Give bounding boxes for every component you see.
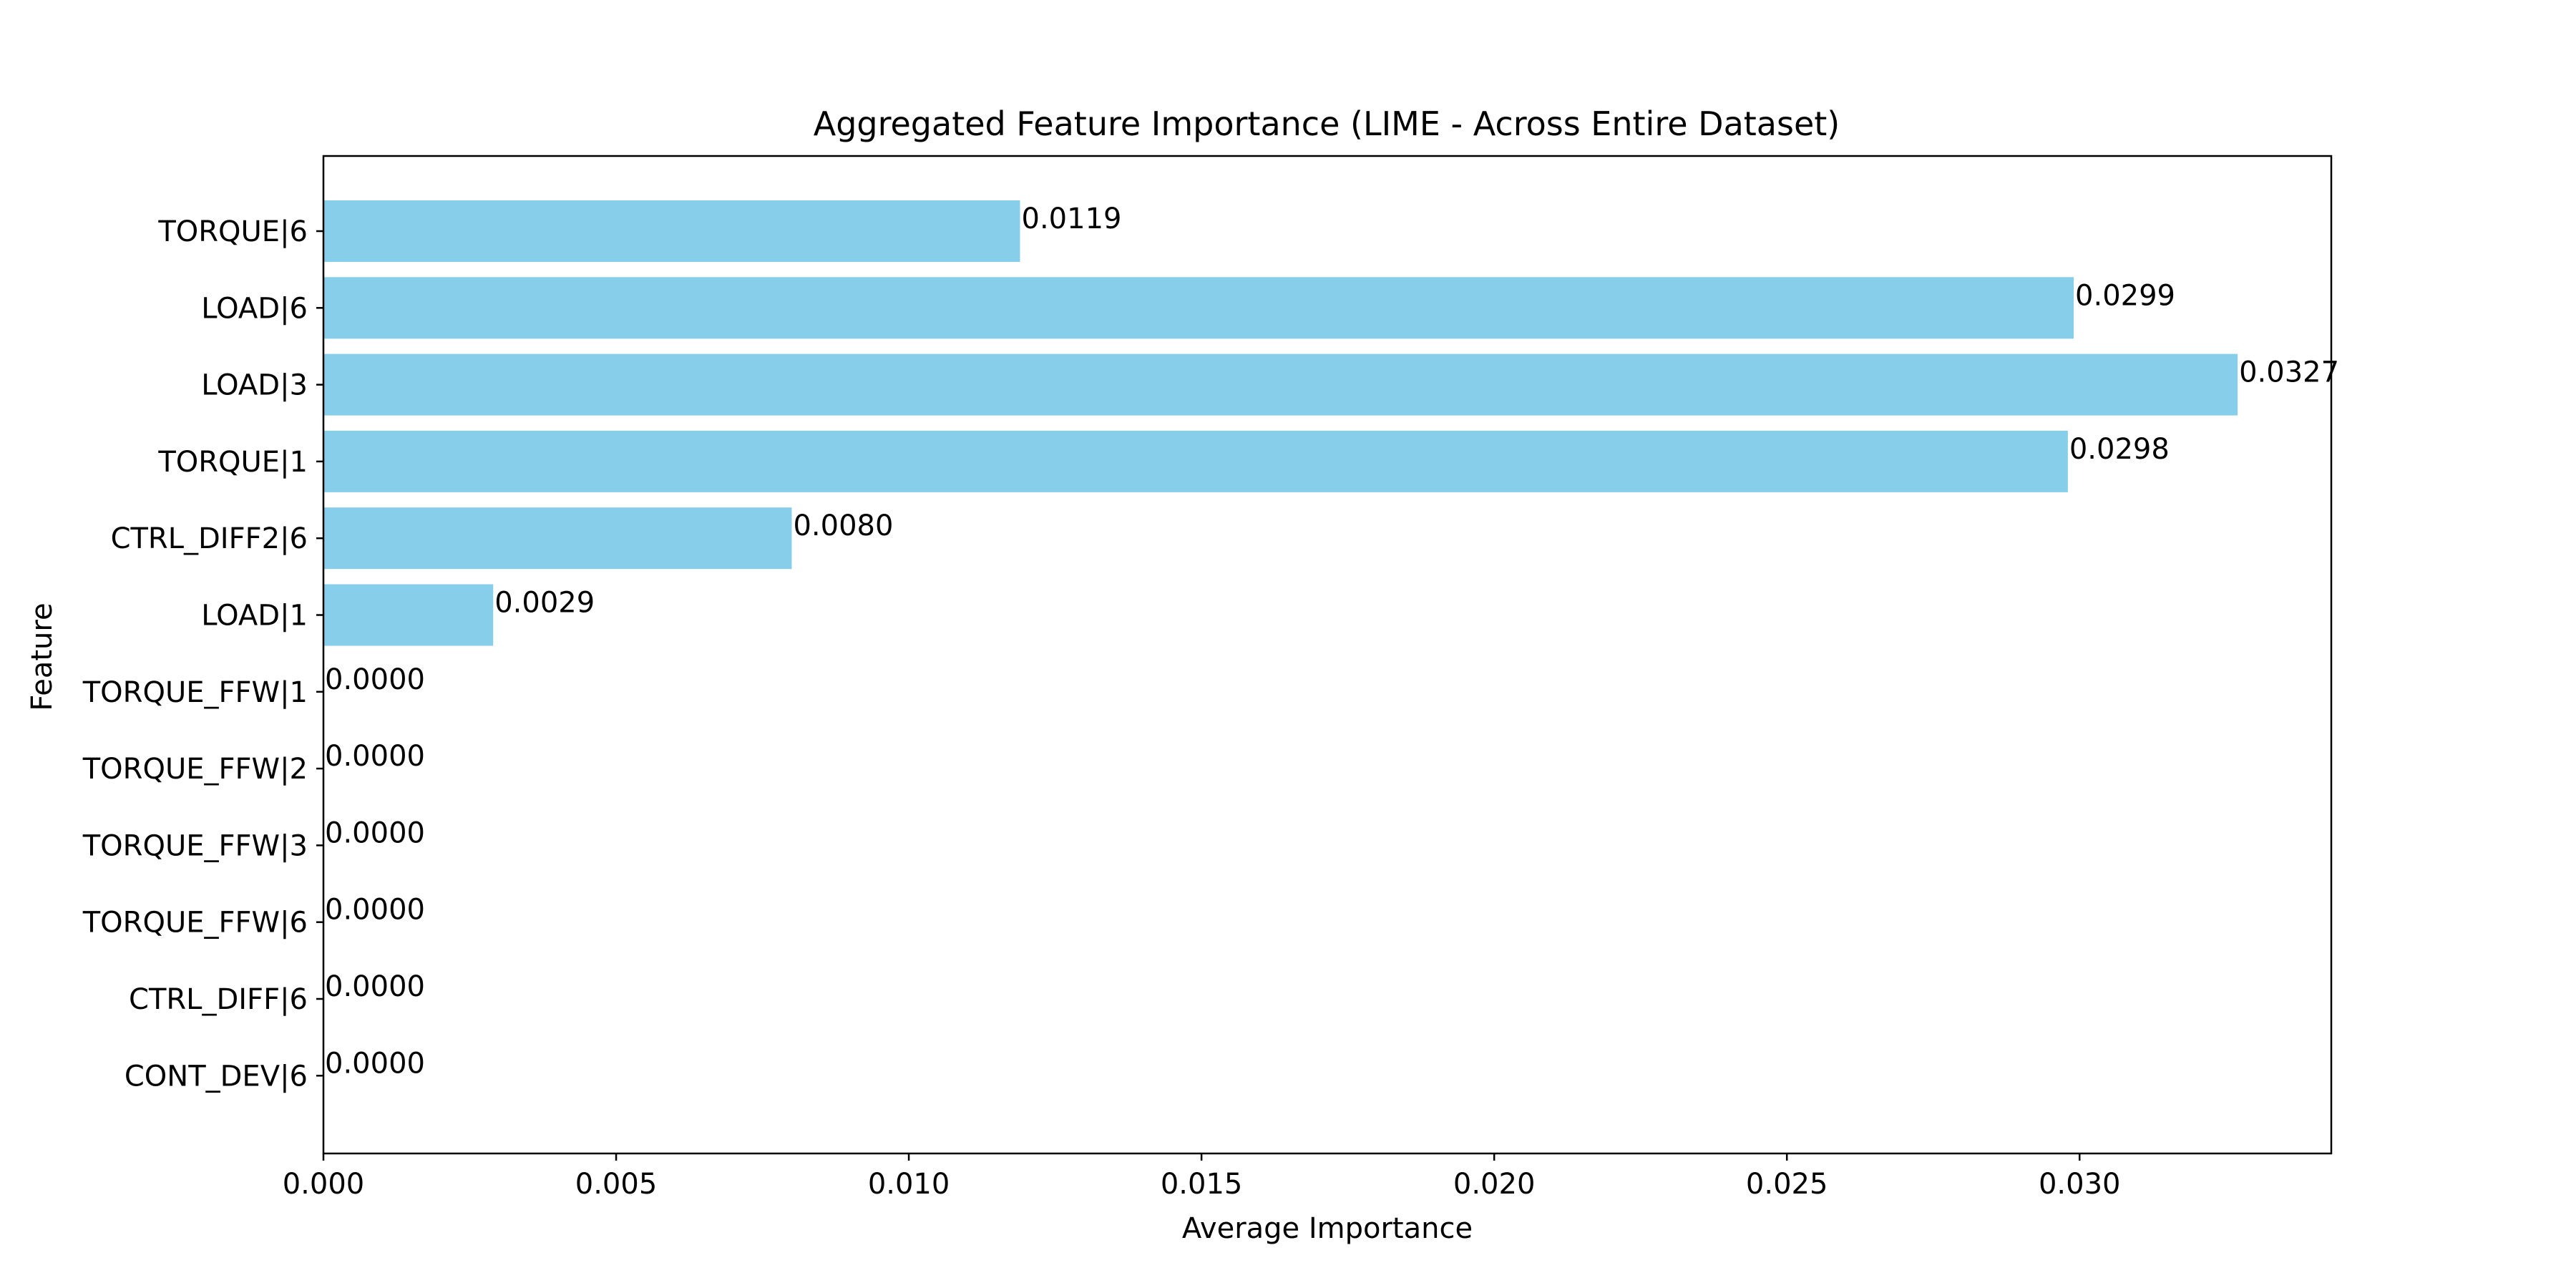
data-labels-layer: 0.0119 0.0299 0.0327 0.0298 0.0080 0.0029 0.00… <box>325 203 2339 1080</box>
y-tick-label: TORQUE_FFW|3 <box>82 829 308 862</box>
x-tick-label: 0.010 <box>868 1168 950 1201</box>
y-tick-label: CTRL_DIFF2|6 <box>111 522 308 555</box>
y-axis-ticks: TORQUE|6 LOAD|6 LOAD|3 TORQUE|1 CTRL_DIFF2|6… <box>82 215 323 1093</box>
bar-value-label: 0.0299 <box>2075 279 2175 312</box>
bar <box>323 353 2238 416</box>
x-tick-label: 0.030 <box>2039 1168 2121 1201</box>
x-tick-label: 0.020 <box>1453 1168 1536 1201</box>
y-tick-label: TORQUE|6 <box>157 215 308 248</box>
y-tick-label: CONT_DEV|6 <box>125 1060 308 1093</box>
y-axis-label: Feature <box>26 602 59 711</box>
chart-title: Aggregated Feature Importance (LIME - Ac… <box>814 104 1840 143</box>
bar-value-label: 0.0000 <box>325 663 425 696</box>
bar-value-label: 0.0000 <box>325 1047 425 1080</box>
x-axis-ticks: 0.000 0.005 0.010 0.015 0.020 0.025 0.030 <box>283 1153 2121 1201</box>
x-tick-label: 0.005 <box>575 1168 658 1201</box>
bar <box>323 430 2068 492</box>
x-tick-label: 0.025 <box>1746 1168 1828 1201</box>
bar-value-label: 0.0029 <box>494 587 595 620</box>
bar-value-label: 0.0000 <box>325 740 425 773</box>
y-tick-label: TORQUE_FFW|1 <box>82 676 308 709</box>
bar <box>323 200 1020 262</box>
y-tick-label: LOAD|6 <box>201 292 308 325</box>
bars-layer <box>323 200 2238 646</box>
bar-value-label: 0.0080 <box>793 509 893 542</box>
y-tick-label: TORQUE_FFW|2 <box>82 753 308 786</box>
bar-value-label: 0.0000 <box>325 970 425 1003</box>
y-tick-label: LOAD|3 <box>201 369 308 402</box>
x-tick-label: 0.000 <box>283 1168 365 1201</box>
bar-value-label: 0.0000 <box>325 816 425 849</box>
y-tick-label: TORQUE|1 <box>157 446 308 479</box>
bar <box>323 277 2074 339</box>
bar-value-label: 0.0298 <box>2069 433 2170 466</box>
y-tick-label: TORQUE_FFW|6 <box>82 907 308 940</box>
bar-value-label: 0.0000 <box>325 894 425 927</box>
x-tick-label: 0.015 <box>1161 1168 1243 1201</box>
y-tick-label: CTRL_DIFF|6 <box>129 983 308 1016</box>
bar-value-label: 0.0119 <box>1022 203 1122 235</box>
bar <box>323 584 494 646</box>
bar <box>323 507 792 570</box>
plot-area-frame <box>322 155 2333 1155</box>
y-tick-label: LOAD|1 <box>201 600 308 633</box>
bar-value-label: 0.0327 <box>2239 356 2339 389</box>
x-axis-label: Average Importance <box>1182 1212 1473 1245</box>
